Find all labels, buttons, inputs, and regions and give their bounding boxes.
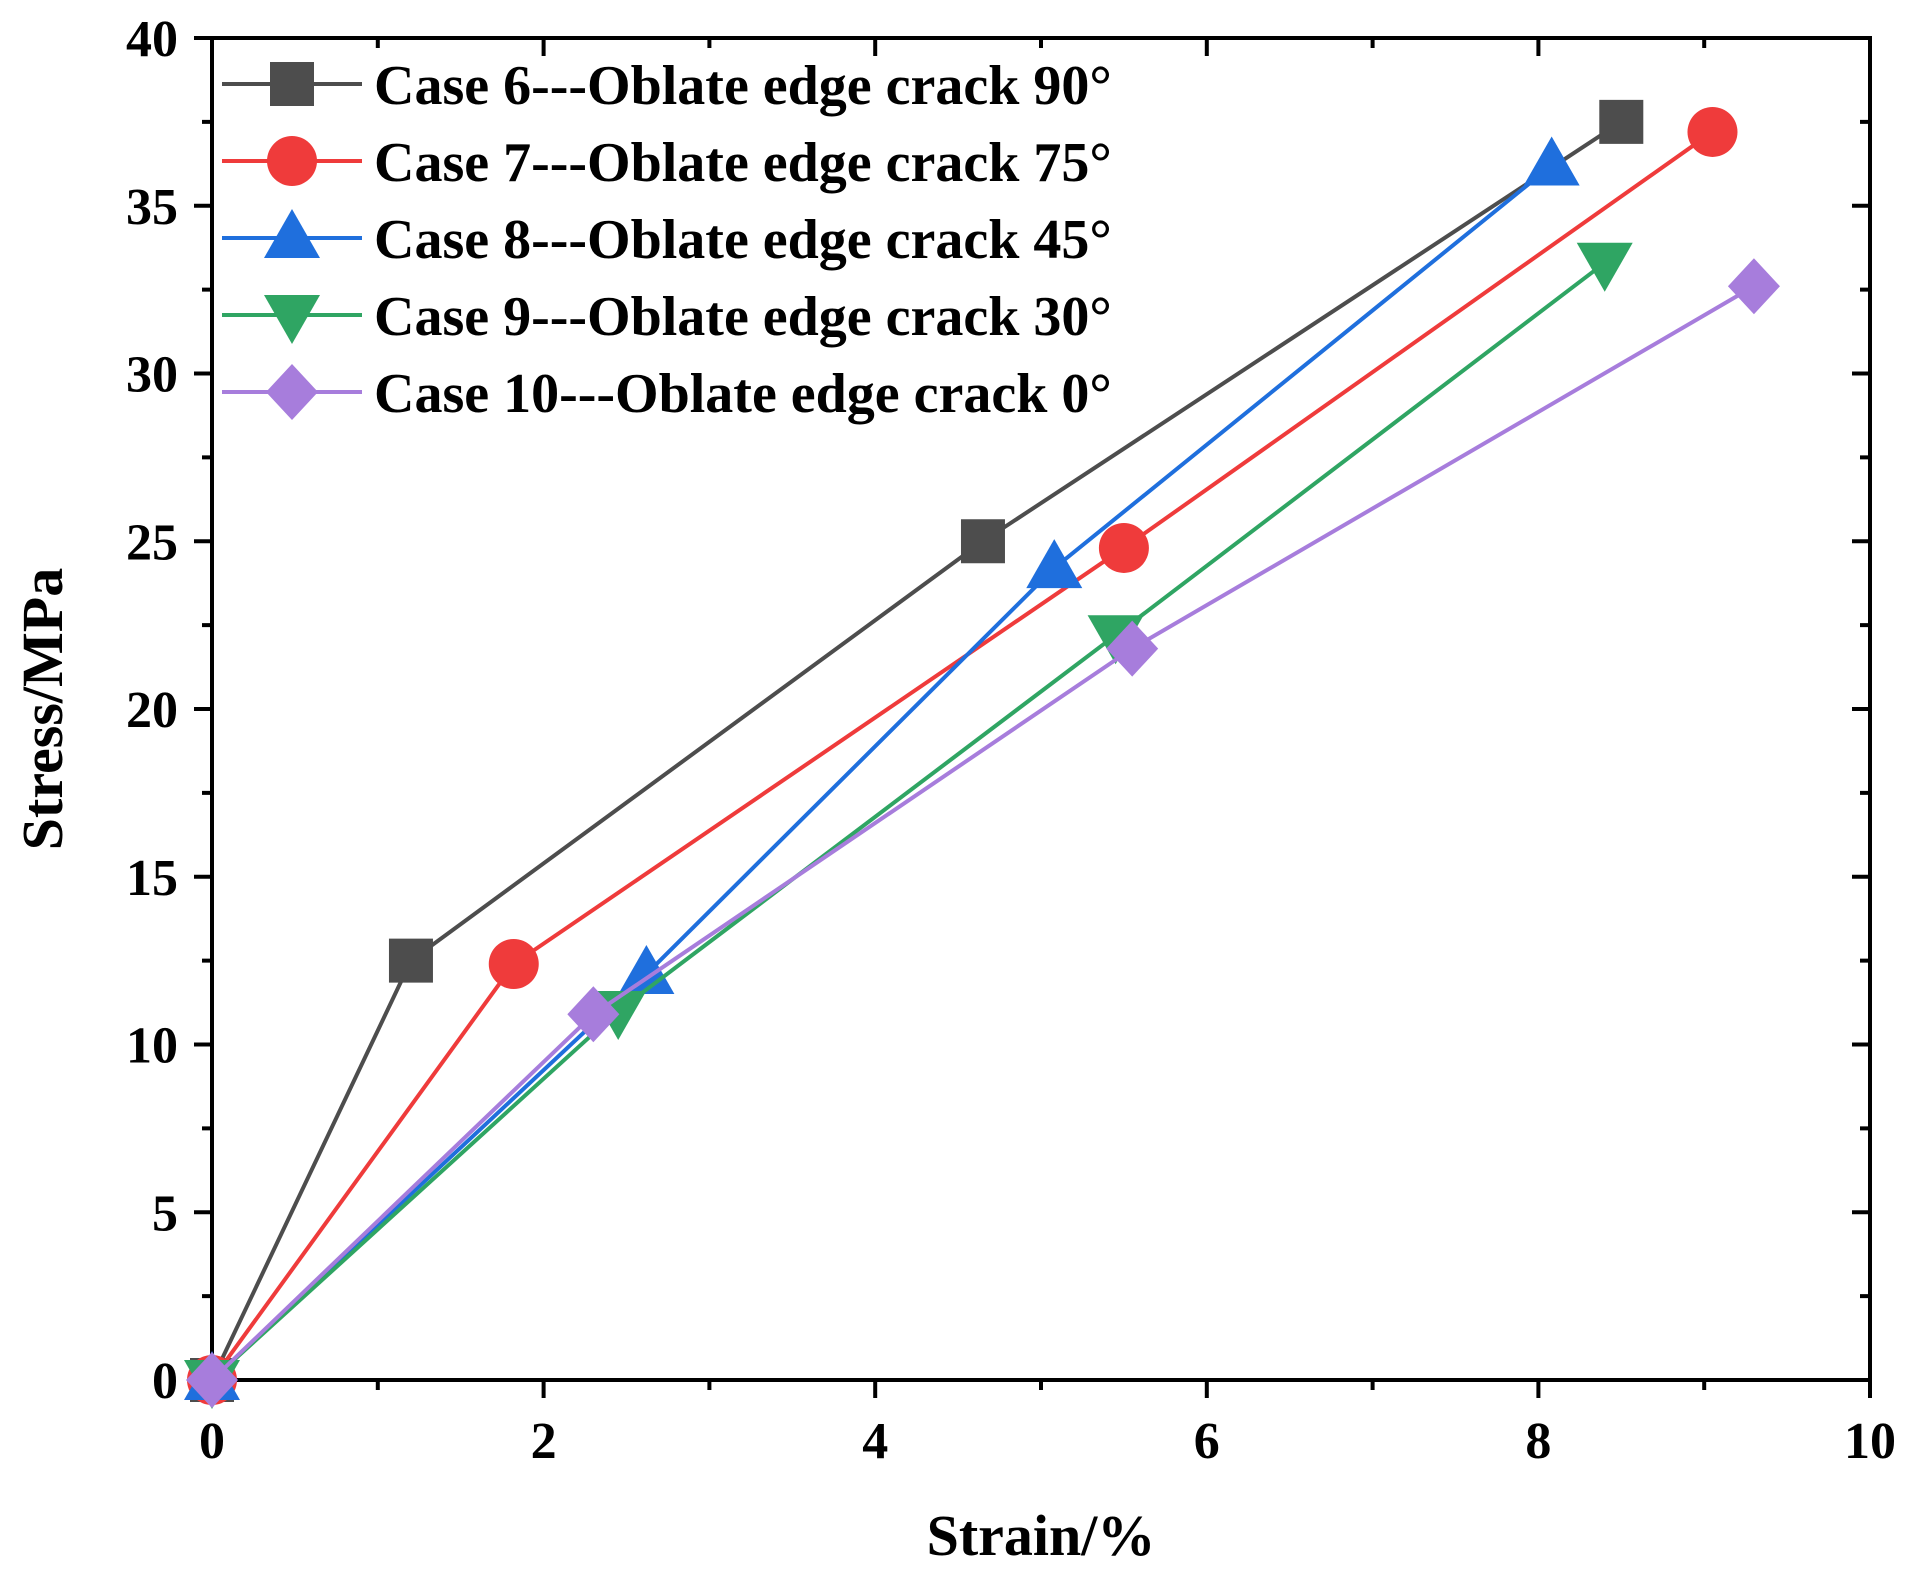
legend-item: Case 10---Oblate edge crack 0° <box>222 363 1112 425</box>
data-point-diamond <box>1727 258 1780 315</box>
y-tick-label: 25 <box>126 514 178 571</box>
x-tick-label: 2 <box>531 1413 557 1470</box>
y-tick-label: 10 <box>126 1018 178 1075</box>
series-5 <box>186 258 1780 1408</box>
x-tick-label: 0 <box>199 1413 225 1470</box>
data-point-diamond <box>1106 620 1159 677</box>
x-tick-label: 6 <box>1194 1413 1220 1470</box>
legend-label: Case 9---Oblate edge crack 30° <box>374 286 1112 348</box>
axes: 0 2 4 6 8 10 0 5 10 15 20 25 30 35 40 <box>126 11 1896 1470</box>
y-tick-label: 20 <box>126 682 178 739</box>
x-axis-title: Strain/% <box>927 1503 1156 1568</box>
x-tick-label: 4 <box>862 1413 888 1470</box>
series-line <box>210 284 1755 1382</box>
data-point-diamond <box>266 364 318 420</box>
data-point-triangle-up <box>618 945 675 995</box>
data-point-diamond <box>567 986 620 1043</box>
y-tick-label: 40 <box>126 11 178 68</box>
data-point-triangle-up <box>264 209 320 258</box>
series-line <box>210 163 1553 1382</box>
y-tick-label: 30 <box>126 347 178 404</box>
y-tick-label: 15 <box>126 850 178 907</box>
data-point-triangle-up <box>1026 539 1083 589</box>
x-tick-label: 10 <box>1844 1413 1896 1470</box>
legend-item: Case 6---Oblate edge crack 90° <box>222 55 1112 117</box>
series-line <box>210 120 1623 1381</box>
data-point-square <box>388 938 433 983</box>
y-tick-label: 5 <box>152 1185 178 1242</box>
data-point-circle <box>1098 522 1149 573</box>
series-line <box>210 130 1714 1382</box>
legend-item: Case 9---Oblate edge crack 30° <box>222 286 1112 348</box>
data-point-square <box>1599 99 1644 144</box>
y-tick-label: 0 <box>152 1353 178 1410</box>
data-point-circle <box>488 938 539 989</box>
y-tick-label: 35 <box>126 179 178 236</box>
legend-item: Case 7---Oblate edge crack 75° <box>222 132 1112 194</box>
data-point-triangle-down <box>264 295 320 344</box>
legend-label: Case 7---Oblate edge crack 75° <box>374 132 1112 194</box>
legend-label: Case 10---Oblate edge crack 0° <box>374 363 1112 425</box>
legend-label: Case 8---Oblate edge crack 45° <box>374 209 1112 271</box>
legend: Case 6---Oblate edge crack 90° Case 7---O… <box>222 55 1112 425</box>
series-line <box>210 261 1606 1382</box>
data-point-square <box>960 519 1005 564</box>
data-point-triangle-down <box>1576 242 1633 292</box>
data-point-circle <box>1687 106 1738 157</box>
data-point-square <box>270 62 314 106</box>
data-point-circle <box>267 136 317 186</box>
series-layer <box>184 99 1780 1409</box>
legend-item: Case 8---Oblate edge crack 45° <box>222 209 1112 271</box>
data-point-triangle-up <box>1523 136 1580 186</box>
data-point-diamond <box>186 1352 238 1408</box>
x-tick-label: 8 <box>1525 1413 1551 1470</box>
legend-label: Case 6---Oblate edge crack 90° <box>374 55 1112 117</box>
y-axis-title: Stress/MPa <box>10 568 75 850</box>
